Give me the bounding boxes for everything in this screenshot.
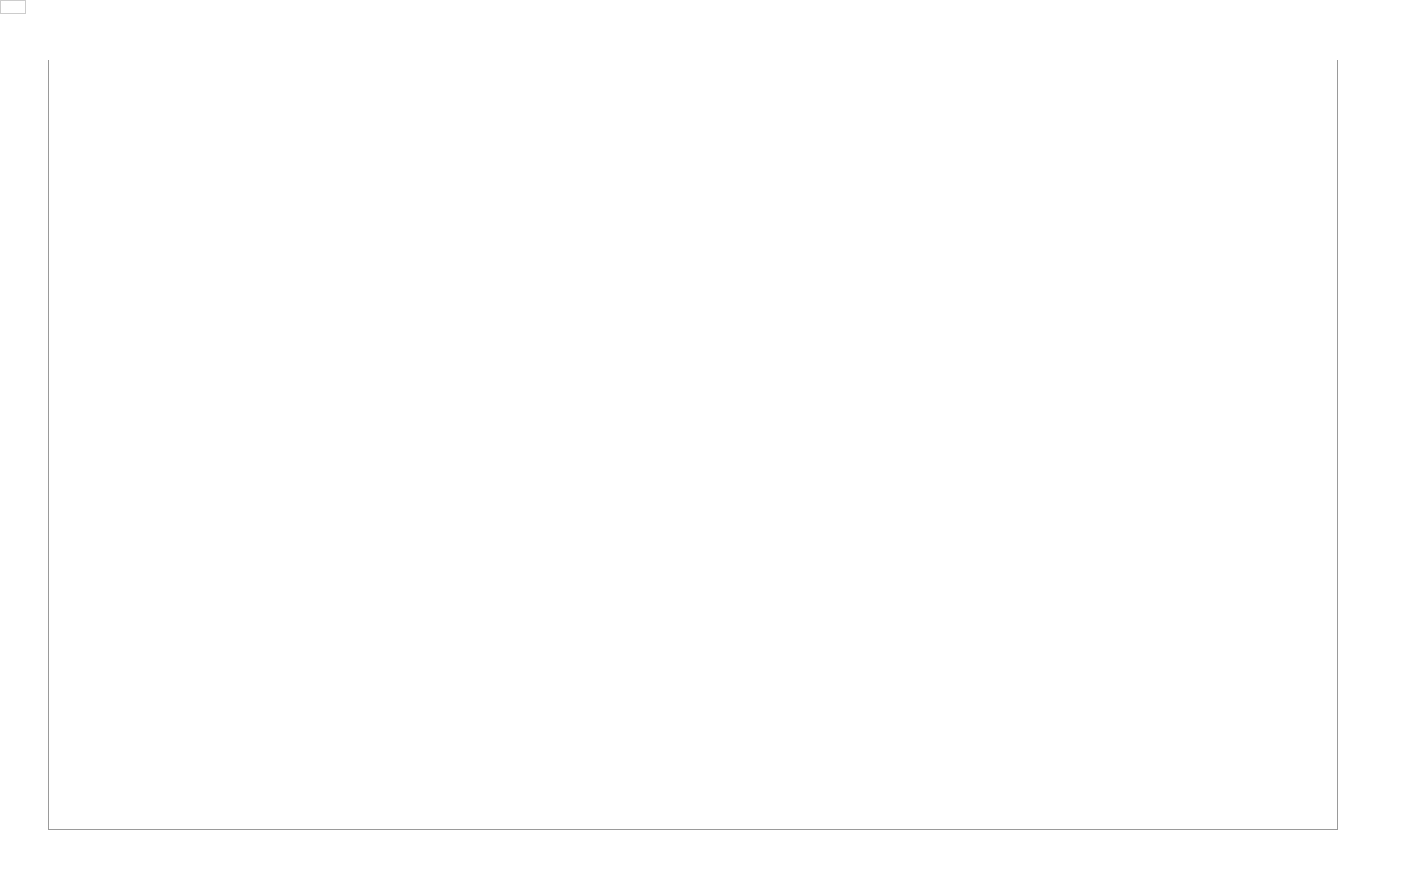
chart-svg: [49, 60, 1338, 829]
plot-area: [48, 60, 1338, 830]
stats-legend-box: [0, 0, 26, 14]
